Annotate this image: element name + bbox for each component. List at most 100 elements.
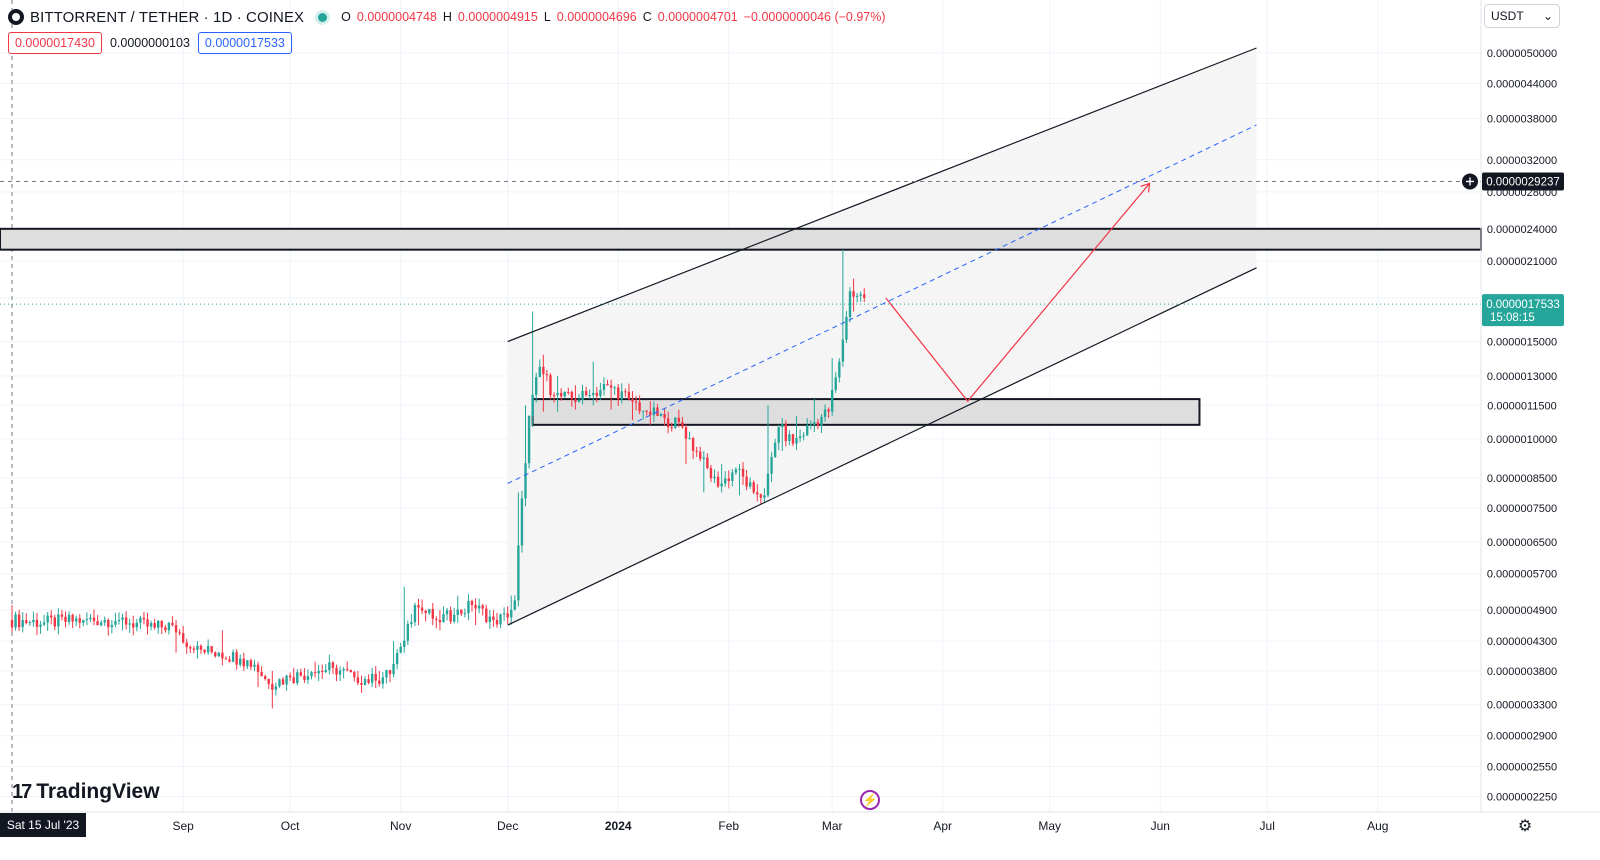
candle-body — [524, 463, 527, 499]
candle-body — [510, 609, 513, 618]
candle-body — [181, 633, 185, 643]
candle-body — [214, 652, 217, 657]
candle-body — [57, 614, 60, 627]
candle-body — [132, 623, 135, 628]
candle-body — [142, 617, 146, 620]
currency-label: USDT — [1491, 9, 1524, 23]
change-value: −0.0000000046 (−0.97%) — [743, 10, 886, 24]
low-label: L — [543, 10, 551, 24]
candle-body — [613, 387, 616, 389]
candle-body — [224, 658, 228, 660]
candle-body — [809, 424, 812, 426]
gear-icon[interactable]: ⚙ — [1517, 818, 1533, 835]
x-tick-label: Aug — [1367, 819, 1388, 833]
candle-body — [410, 622, 413, 624]
candle-body — [624, 391, 627, 393]
candle-body — [346, 669, 349, 671]
y-tick-label: 0.0000010000 — [1487, 434, 1557, 446]
tradingview-logo[interactable]: 17 TradingView — [12, 780, 160, 804]
crosshair-date-label: Sat 15 Jul '23 — [0, 813, 86, 837]
chevron-down-icon: ⌄ — [1542, 9, 1553, 23]
candles — [10, 249, 866, 709]
brand-name: TradingView — [36, 780, 160, 803]
time-axis[interactable]: Sep Oct Nov Dec 2024 Feb Mar Apr May Jun Jul Aug — [0, 811, 1600, 833]
candle-body — [196, 645, 199, 650]
y-tick-label: 0.0000005700 — [1487, 569, 1557, 581]
close-value: 0.0000004701 — [657, 10, 738, 24]
channel-fill — [507, 48, 1257, 626]
candle-body — [67, 614, 71, 622]
last-price-badge — [1482, 294, 1564, 327]
candle-body — [235, 652, 238, 665]
candle-body — [706, 457, 709, 469]
candle-body — [25, 620, 28, 624]
candle-body — [85, 619, 89, 621]
y-tick-label: 0.0000044000 — [1487, 78, 1557, 90]
candle-body — [71, 614, 74, 622]
candle-body — [670, 427, 673, 429]
candle-body — [584, 390, 588, 396]
candle-body — [124, 617, 128, 625]
open-value: 0.0000004748 — [356, 10, 437, 24]
close-label: C — [642, 10, 652, 24]
candle-body — [189, 647, 192, 649]
candle-body — [313, 672, 317, 674]
candle-body — [32, 619, 35, 623]
candle-body — [492, 616, 495, 620]
candle-body — [28, 622, 32, 624]
y-tick-label: 0.0000002900 — [1487, 731, 1557, 743]
candle-body — [627, 391, 631, 400]
candle-body — [674, 417, 677, 428]
chart-header: BITTORRENT / TETHER · 1D · COINEX O 0.000… — [8, 6, 886, 28]
candle-body — [763, 495, 766, 498]
symbol-title[interactable]: BITTORRENT / TETHER · 1D · COINEX — [30, 8, 305, 26]
candle-body — [556, 392, 559, 396]
candle-body — [552, 395, 556, 397]
lightning-icon[interactable]: ⚡ — [860, 790, 880, 810]
candle-body — [513, 600, 517, 610]
candle-body — [206, 646, 210, 653]
market-status-icon — [318, 12, 328, 22]
candle-body — [681, 422, 684, 428]
candle-body — [599, 389, 602, 396]
candle-body — [520, 498, 524, 546]
candle-body — [663, 413, 666, 419]
candle-body — [784, 424, 788, 441]
candle-body — [841, 339, 845, 362]
candle-body — [82, 619, 85, 623]
high-label: H — [442, 10, 452, 24]
candle-body — [716, 476, 720, 487]
crosshair-price-badge — [1482, 172, 1564, 191]
candle-body — [285, 675, 288, 685]
candle-body — [741, 468, 745, 477]
candle-body — [781, 424, 784, 428]
sell-button[interactable]: 0.0000017430 — [8, 32, 102, 54]
candle-body — [702, 457, 706, 459]
chart-zones — [0, 48, 1482, 626]
candle-body — [21, 620, 24, 628]
candle-body — [855, 295, 859, 297]
candle-body — [559, 392, 563, 397]
price-axis[interactable]: 0.0000050000 0.0000044000 0.0000038000 0.00… — [1480, 0, 1557, 812]
last-price-text: 0.0000017533 — [1486, 299, 1560, 311]
candle-body — [78, 618, 81, 623]
candle-body — [477, 605, 481, 609]
candle-body — [246, 660, 249, 667]
candle-body — [324, 670, 328, 673]
candle-body — [89, 617, 92, 620]
buy-button[interactable]: 0.0000017533 — [197, 32, 292, 54]
candle-body — [734, 469, 738, 473]
candle-body — [813, 422, 816, 425]
x-tick-label: Jul — [1260, 819, 1275, 833]
currency-select[interactable]: USDT ⌄ — [1484, 4, 1560, 28]
x-tick-label: Oct — [281, 819, 300, 833]
open-label: O — [341, 10, 351, 24]
candle-body — [756, 492, 759, 495]
candle-body — [463, 613, 467, 615]
candle-body — [392, 663, 395, 675]
y-tick-label: 0.0000013000 — [1487, 371, 1557, 383]
candle-body — [727, 478, 730, 481]
ohlc-values: O 0.0000004748 H 0.0000004915 L 0.000000469… — [341, 10, 885, 24]
candle-body — [53, 617, 56, 627]
